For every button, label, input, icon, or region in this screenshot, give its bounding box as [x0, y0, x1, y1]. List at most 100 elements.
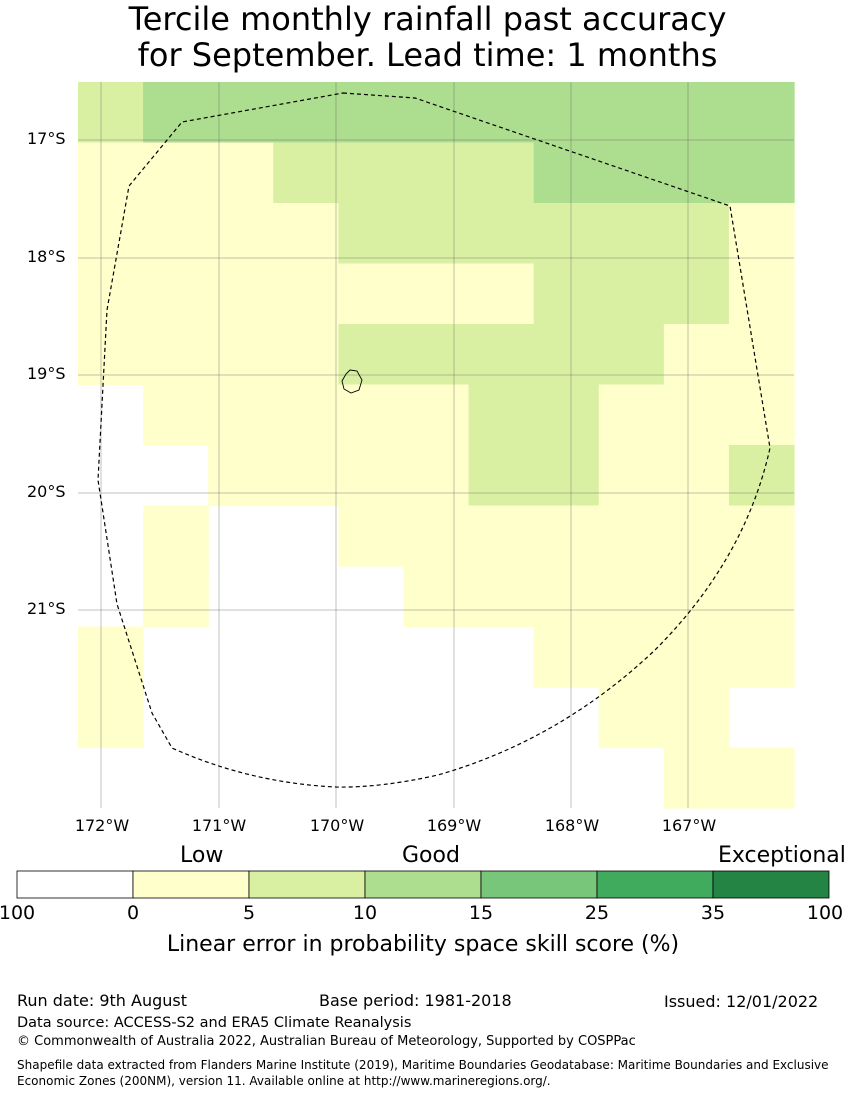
skill-cell — [78, 263, 144, 325]
skill-cell — [338, 263, 405, 325]
data-source: Data source: ACCESS-S2 and ERA5 Climate … — [17, 1015, 412, 1031]
skill-cell — [273, 203, 339, 265]
skill-cell — [663, 566, 730, 628]
lon-label-169w: 169°W — [426, 816, 482, 835]
skill-cell — [143, 82, 209, 144]
skill-cell — [78, 203, 144, 265]
skill-cell — [143, 384, 209, 446]
skill-cell — [468, 82, 535, 144]
skill-cell — [663, 687, 730, 749]
skill-cell — [533, 142, 600, 204]
lat-label-19s: 19°S — [27, 364, 66, 383]
colorbar-swatch — [248, 870, 366, 899]
colorbar-swatch — [364, 870, 482, 899]
run-date: Run date: 9th August — [17, 991, 187, 1010]
colorbar-swatch — [712, 870, 830, 899]
skill-cell — [598, 384, 665, 446]
skill-cell — [78, 324, 144, 386]
skill-cell — [598, 687, 665, 749]
eez-boundary — [97, 92, 771, 788]
colorbar-swatch — [596, 870, 714, 899]
skill-cell — [208, 203, 274, 265]
skill-cell — [663, 82, 730, 144]
skill-cell — [338, 142, 405, 204]
skill-cell — [728, 626, 795, 688]
skill-cell — [598, 445, 665, 507]
skill-cell — [728, 263, 795, 325]
copyright: © Commonwealth of Australia 2022, Austra… — [17, 1034, 636, 1049]
skill-cell — [338, 384, 405, 446]
skill-cell — [273, 324, 339, 386]
skill-cell — [143, 505, 209, 567]
skill-cell — [403, 505, 470, 567]
skill-cell — [468, 203, 535, 265]
skill-cell — [663, 445, 730, 507]
skill-cell — [598, 142, 665, 204]
skill-cell — [728, 747, 795, 809]
colorbar-tick: 100 — [806, 902, 844, 924]
skill-cell — [663, 747, 730, 809]
lon-label-172w: 172°W — [74, 816, 130, 835]
skill-cell — [273, 263, 339, 325]
skill-cell — [338, 324, 405, 386]
skill-cell — [663, 142, 730, 204]
colorbar-tick: 5 — [242, 902, 256, 924]
colorbar-label: Linear error in probability space skill … — [166, 932, 680, 957]
skill-cell — [598, 566, 665, 628]
skill-cell — [208, 324, 274, 386]
colorbar-tick: 100 — [0, 902, 36, 924]
island-outline — [341, 369, 363, 394]
skill-cell — [273, 384, 339, 446]
skill-cell — [663, 203, 730, 265]
skill-cell — [728, 203, 795, 265]
category-low: Low — [180, 843, 224, 868]
skill-cell — [663, 324, 730, 386]
skill-cell — [403, 445, 470, 507]
map-title-line-2: for September. Lead time: 1 months — [137, 36, 718, 74]
skill-cell — [533, 324, 600, 386]
skill-cell — [728, 142, 795, 204]
lat-label-17s: 17°S — [27, 129, 66, 148]
skill-cell — [273, 82, 339, 144]
skill-cell — [338, 505, 405, 567]
skill-cell — [208, 384, 274, 446]
skill-cell — [598, 82, 665, 144]
skill-cell — [403, 142, 470, 204]
skill-cell — [403, 384, 470, 446]
skill-cell — [533, 263, 600, 325]
skill-cell — [78, 626, 144, 688]
colorbar-tick: 25 — [584, 902, 610, 924]
skill-cell — [403, 324, 470, 386]
colorbar-swatch — [132, 870, 250, 899]
skill-cell — [663, 263, 730, 325]
skill-cell — [468, 566, 535, 628]
skill-cell — [468, 324, 535, 386]
skill-cell — [598, 626, 665, 688]
skill-cell — [598, 505, 665, 567]
skill-cell — [728, 324, 795, 386]
skill-cell — [598, 203, 665, 265]
skill-cell — [78, 142, 144, 204]
category-good: Good — [402, 843, 460, 868]
issued-date: Issued: 12/01/2022 — [664, 992, 819, 1011]
skill-cell — [663, 384, 730, 446]
skill-cell — [403, 263, 470, 325]
shapefile-credit-line-2: Economic Zones (200NM), version 11. Avai… — [17, 1074, 551, 1088]
skill-cell — [208, 82, 274, 144]
skill-cell — [533, 505, 600, 567]
colorbar-tick: 15 — [468, 902, 494, 924]
lon-label-170w: 170°W — [309, 816, 365, 835]
colorbar-tick: 10 — [352, 902, 378, 924]
skill-cell — [208, 445, 274, 507]
graticule — [78, 82, 794, 808]
lon-label-167w: 167°W — [661, 816, 717, 835]
skill-cell — [533, 384, 600, 446]
skill-cell — [533, 82, 600, 144]
colorbar-tick: 35 — [700, 902, 726, 924]
lat-label-20s: 20°S — [27, 482, 66, 501]
skill-cell — [533, 626, 600, 688]
skill-cell — [663, 505, 730, 567]
skill-cell — [208, 263, 274, 325]
skill-cell — [728, 445, 795, 507]
skill-cell — [78, 82, 144, 144]
